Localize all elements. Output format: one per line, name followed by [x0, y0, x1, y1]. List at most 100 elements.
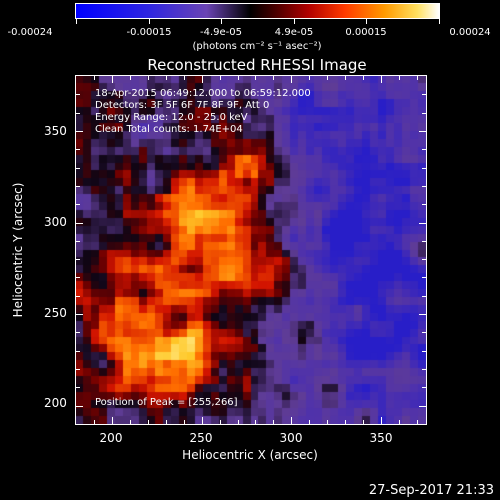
x-axis-tick [327, 76, 328, 80]
x-axis-tick [130, 420, 131, 424]
x-tick-label: 200 [99, 431, 123, 445]
x-axis-tick [238, 420, 239, 424]
x-axis-tick [94, 76, 95, 80]
colorbar-tick [149, 19, 150, 24]
x-axis-tick [220, 76, 221, 80]
x-axis-tick [273, 420, 274, 424]
y-tick-label: 300 [44, 215, 67, 229]
y-axis-tick [76, 149, 80, 150]
x-axis-tick [220, 420, 221, 424]
y-axis-tick [419, 223, 426, 224]
y-tick-label: 350 [44, 124, 67, 138]
info-detectors: Detectors: 3F 5F 6F 7F 8F 9F, Att 0 [95, 100, 270, 111]
x-axis-tick [184, 76, 185, 80]
x-axis-tick [148, 420, 149, 424]
y-axis-tick [76, 369, 80, 370]
y-axis-tick [422, 204, 426, 205]
y-axis-tick [76, 94, 80, 95]
x-tick-label: 350 [369, 431, 393, 445]
x-axis-label: Heliocentric X (arcsec) [182, 448, 318, 462]
x-axis-tick [291, 76, 292, 83]
x-axis-tick [309, 76, 310, 80]
x-axis-tick [345, 420, 346, 424]
x-axis-tick [345, 76, 346, 80]
y-axis-tick [76, 387, 80, 388]
y-axis-tick [422, 94, 426, 95]
x-axis-tick [417, 76, 418, 80]
y-axis-tick [422, 168, 426, 169]
colorbar-label: -0.00015 [126, 27, 172, 38]
x-axis-tick [202, 417, 203, 424]
x-axis-tick [327, 420, 328, 424]
colorbar [75, 3, 440, 19]
y-axis-tick [422, 149, 426, 150]
x-axis-tick [399, 420, 400, 424]
x-axis-tick [184, 420, 185, 424]
x-axis-tick [273, 76, 274, 80]
x-axis-tick [381, 417, 382, 424]
solar-image-map [76, 76, 426, 424]
x-axis-tick [255, 76, 256, 80]
y-axis-tick [422, 332, 426, 333]
colorbar-tick [76, 19, 77, 24]
x-axis-tick [202, 76, 203, 83]
x-axis-tick [417, 420, 418, 424]
x-axis-tick [255, 420, 256, 424]
y-axis-tick [76, 113, 80, 114]
colorbar-label: 0.00024 [449, 27, 491, 38]
x-axis-tick [363, 420, 364, 424]
plot-title: Reconstructed RHESSI Image [147, 56, 367, 74]
y-axis-tick [419, 131, 426, 132]
y-axis-label: Heliocentric Y (arcsec) [11, 182, 25, 318]
y-tick-label: 250 [44, 306, 67, 320]
footer-timestamp: 27-Sep-2017 21:33 [368, 483, 494, 498]
y-axis-tick [76, 277, 80, 278]
y-axis-tick [422, 277, 426, 278]
colorbar-label: 4.9e-05 [274, 27, 314, 38]
y-tick-label: 200 [44, 396, 67, 410]
x-axis-tick [291, 417, 292, 424]
x-tick-label: 300 [279, 431, 303, 445]
y-axis-tick [76, 223, 83, 224]
y-axis-tick [76, 168, 80, 169]
info-energy-range: Energy Range: 12.0 - 25.0 keV [95, 112, 248, 123]
colorbar-label: -4.9e-05 [200, 27, 242, 38]
x-axis-tick [148, 76, 149, 80]
y-axis-tick [76, 204, 80, 205]
info-time-range: 18-Apr-2015 06:49:12.000 to 06:59:12.000 [95, 88, 311, 99]
y-axis-tick [76, 131, 83, 132]
x-axis-tick [112, 417, 113, 424]
y-axis-tick [422, 296, 426, 297]
colorbar-tick [439, 19, 440, 24]
y-axis-tick [419, 314, 426, 315]
colorbar-units: (photons cm⁻² s⁻¹ asec⁻²) [192, 41, 322, 52]
x-axis-tick [399, 76, 400, 80]
y-axis-tick [422, 351, 426, 352]
y-axis-tick [422, 186, 426, 187]
colorbar-label: 0.00015 [345, 27, 387, 38]
y-axis-tick [422, 387, 426, 388]
peak-position: Position of Peak = [255,266] [95, 397, 238, 408]
y-axis-tick [76, 314, 83, 315]
y-axis-tick [422, 369, 426, 370]
x-axis-tick [166, 420, 167, 424]
x-axis-tick [166, 76, 167, 80]
y-axis-tick [76, 406, 83, 407]
x-tick-label: 250 [189, 431, 213, 445]
x-axis-tick [309, 420, 310, 424]
x-axis-tick [130, 76, 131, 80]
x-axis-tick [363, 76, 364, 80]
plot-frame [75, 75, 427, 425]
colorbar-tick [294, 19, 295, 24]
x-axis-tick [238, 76, 239, 80]
y-axis-tick [76, 186, 80, 187]
y-axis-tick [422, 259, 426, 260]
y-axis-tick [422, 113, 426, 114]
info-clean-counts: Clean Total counts: 1.74E+04 [95, 124, 243, 135]
colorbar-tick [366, 19, 367, 24]
y-axis-tick [76, 351, 80, 352]
y-axis-tick [76, 241, 80, 242]
y-axis-tick [422, 241, 426, 242]
y-axis-tick [76, 296, 80, 297]
